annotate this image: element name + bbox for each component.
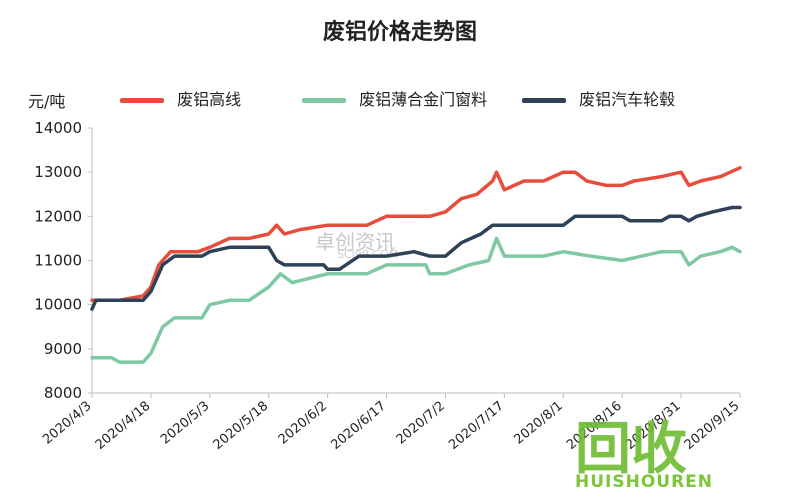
x-tick-label: 2020/6/17 — [328, 399, 389, 453]
x-tick-label: 2020/7/2 — [394, 399, 448, 448]
legend-swatch-thin-alloy — [302, 98, 346, 103]
x-tick-label: 2020/7/17 — [446, 399, 507, 453]
x-tick-label: 2020/5/18 — [211, 399, 272, 453]
legend-item-high-wire: 废铝高线 — [120, 86, 241, 110]
legend-label-thin-alloy: 废铝薄合金门窗料 — [359, 90, 488, 109]
y-tick-label: 11000 — [34, 252, 82, 270]
watermark-center-text: 卓创资讯 — [315, 230, 395, 254]
y-tick-label: 8000 — [44, 384, 82, 402]
y-tick-label: 10000 — [34, 296, 82, 314]
legend-swatch-high-wire — [120, 98, 164, 103]
x-tick-label: 2020/4/18 — [93, 399, 154, 453]
series-line-0 — [90, 166, 742, 303]
x-tick-label: 2020/9/15 — [682, 399, 743, 453]
y-axis-unit-label: 元/吨 — [28, 92, 66, 111]
legend-label-high-wire: 废铝高线 — [177, 90, 242, 109]
watermark-logo-hanzi: 回收 — [575, 417, 687, 482]
legend-label-wheel-hub: 废铝汽车轮毂 — [579, 90, 676, 109]
y-tick-label: 9000 — [44, 340, 82, 358]
watermark-logo-text: HUISHOUREN — [575, 472, 714, 492]
x-tick-label: 2020/5/3 — [158, 399, 212, 448]
legend-item-thin-alloy: 废铝薄合金门窗料 — [302, 86, 487, 110]
y-tick-label: 14000 — [34, 119, 82, 137]
legend-item-wheel-hub: 废铝汽车轮毂 — [522, 86, 675, 110]
y-tick-label: 13000 — [34, 163, 82, 181]
chart-title: 废铝价格走势图 — [322, 20, 477, 45]
x-tick-label: 2020/6/2 — [276, 399, 330, 448]
series-line-2 — [90, 205, 742, 311]
x-tick-label: 2020/4/3 — [40, 399, 94, 448]
y-tick-label: 12000 — [34, 207, 82, 225]
x-tick-label: 2020/8/1 — [511, 399, 565, 448]
series-line-1 — [90, 236, 742, 364]
legend-swatch-wheel-hub — [522, 98, 566, 103]
